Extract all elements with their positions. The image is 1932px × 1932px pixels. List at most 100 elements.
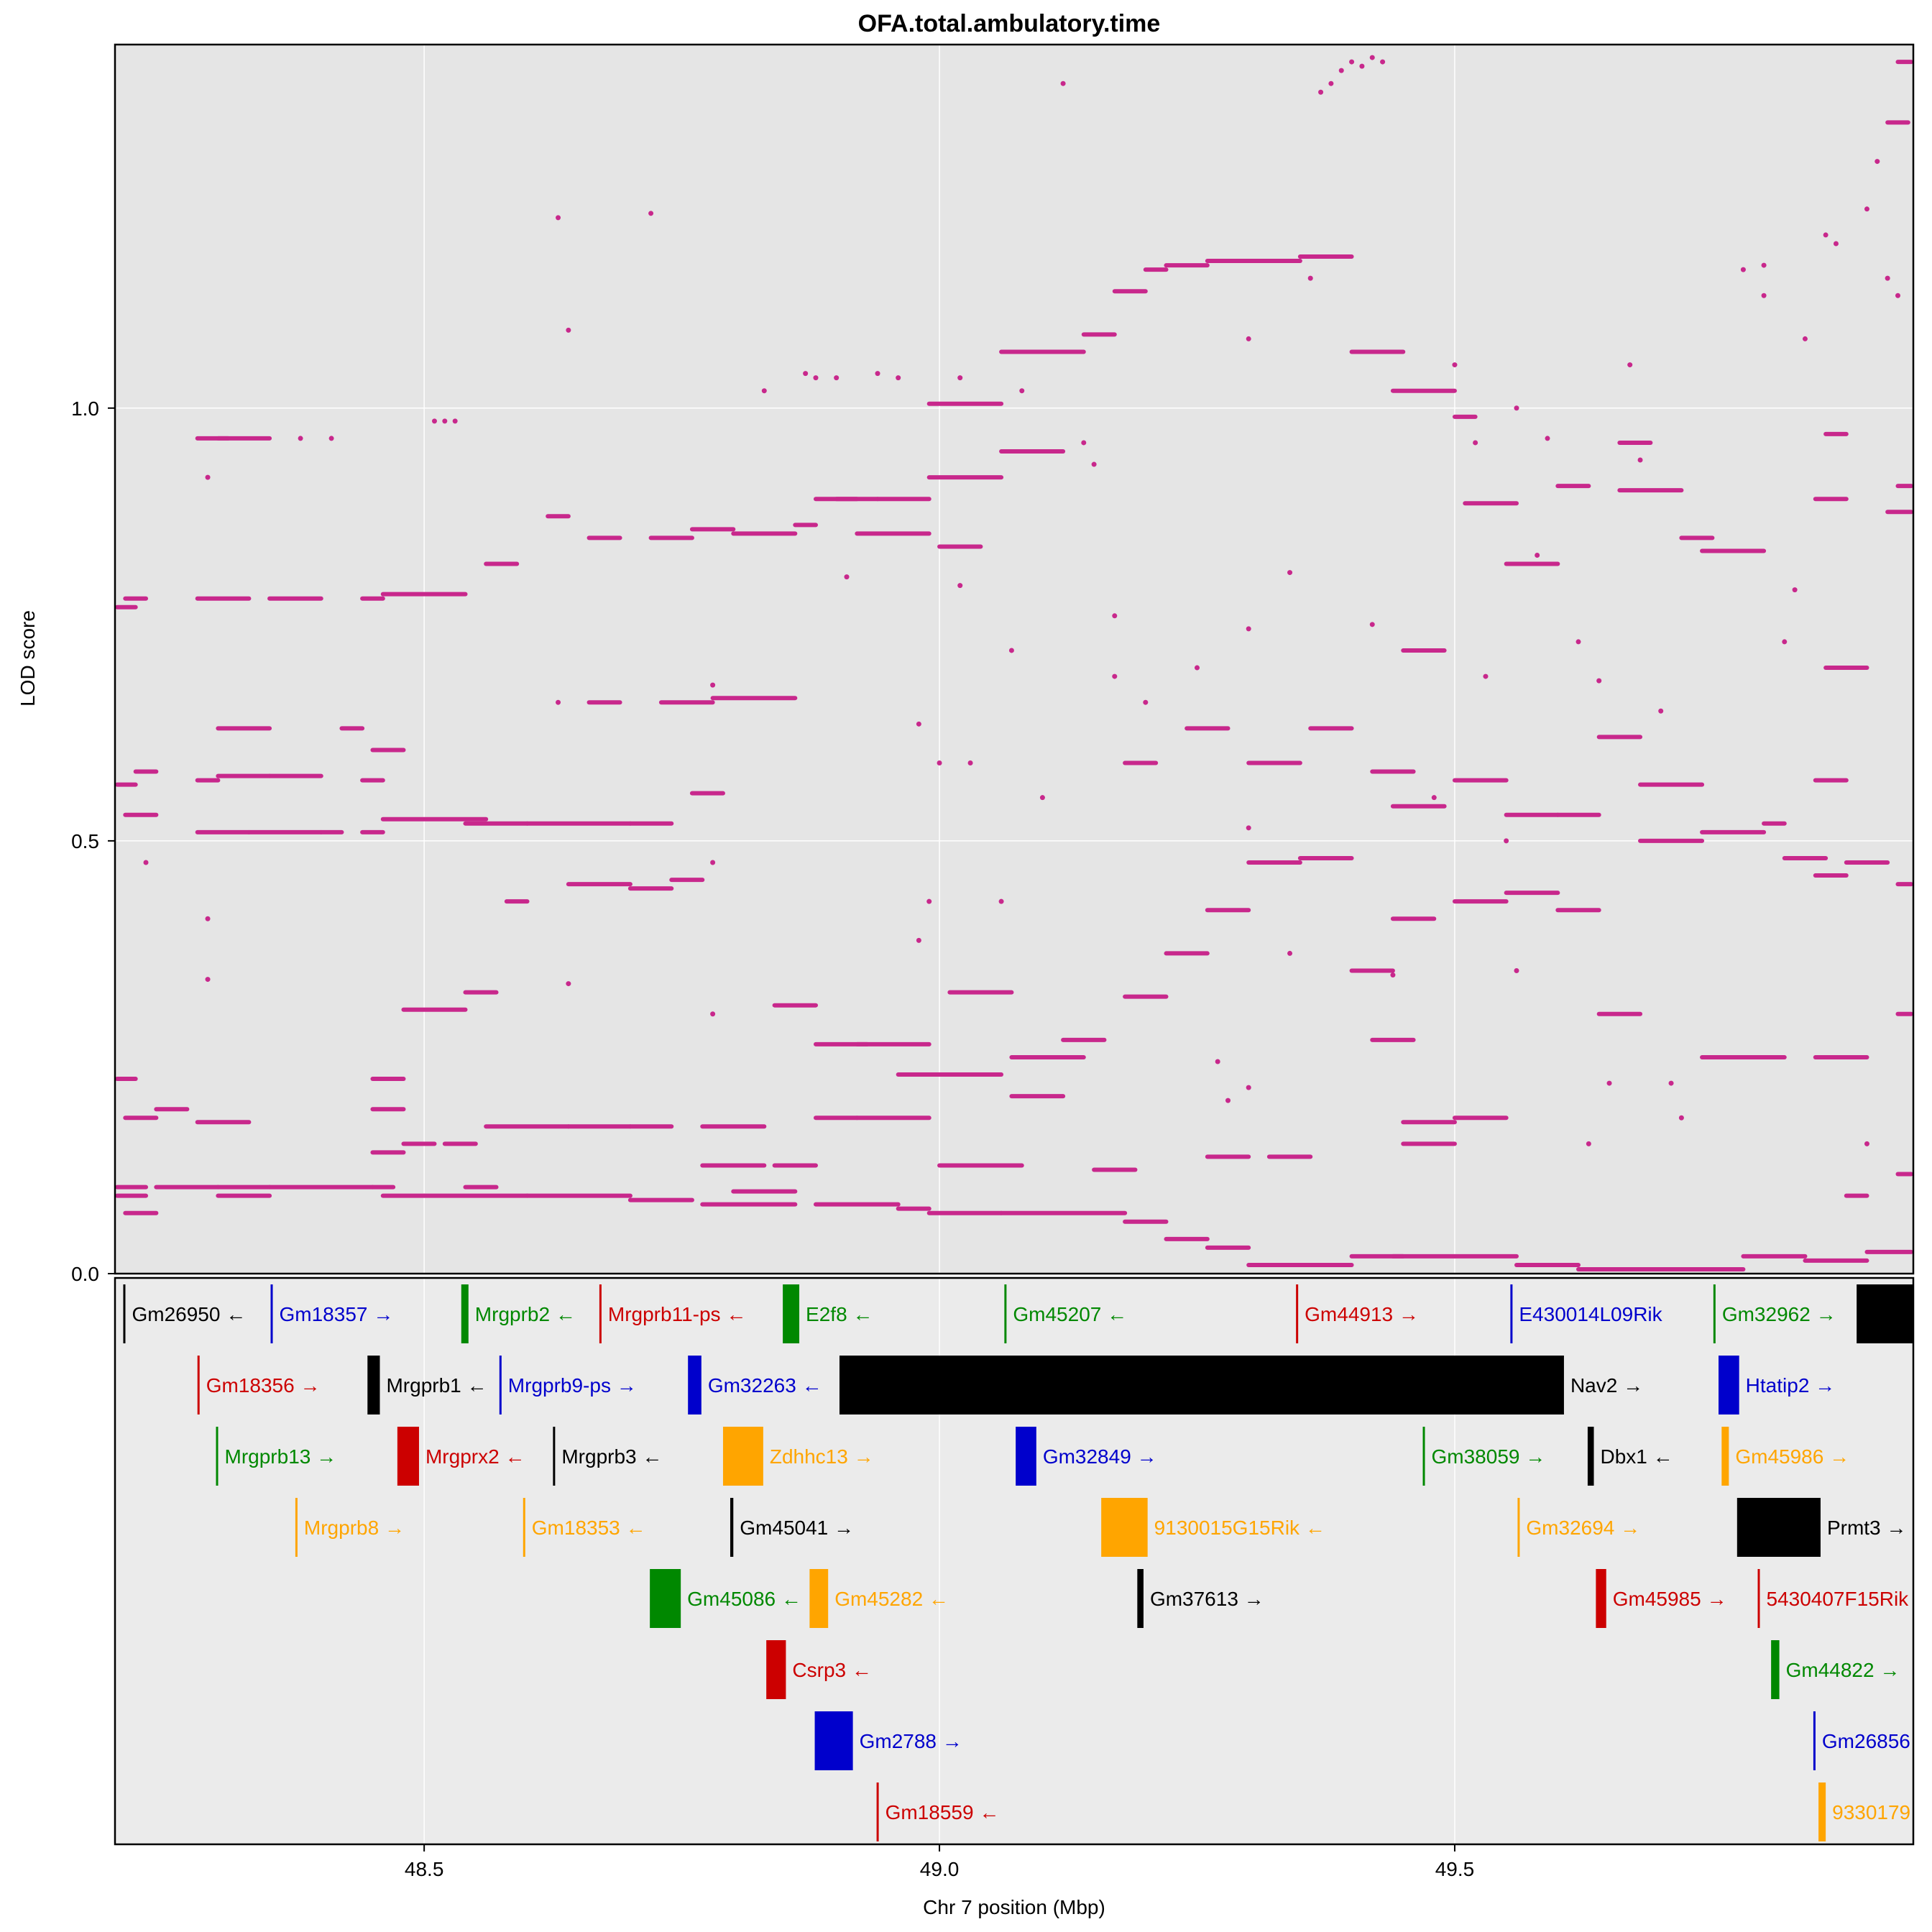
gene-marker-2: [461, 1284, 469, 1343]
lod-point-79: [1761, 262, 1767, 268]
lod-point-16: [710, 1011, 716, 1017]
lod-point-71: [1596, 678, 1602, 684]
lod-point-88: [1864, 206, 1869, 212]
lod-point-1: [205, 474, 211, 480]
gene-label-17: Mrgprx2 ←: [426, 1445, 525, 1468]
gene-marker-19: [722, 1427, 763, 1486]
gene-label-7: E430014L09Rik: [1519, 1303, 1662, 1325]
lod-point-13: [648, 211, 654, 216]
lod-point-89: [1885, 275, 1890, 281]
gene-marker-7: [1510, 1284, 1513, 1343]
lod-point-30: [967, 760, 973, 766]
gene-label-8: Gm32962 →: [1722, 1303, 1836, 1325]
lod-point-47: [1246, 825, 1251, 831]
lod-point-37: [1091, 461, 1097, 467]
gene-label-27: 9130015G15Rik ←: [1154, 1517, 1325, 1539]
gene-marker-17: [397, 1427, 419, 1486]
gene-track: Gm26950 ← Gm18357 → Mrgprb2 ← Mrgprb11-ps ←…: [123, 1284, 1913, 1841]
x-axis-ticks: 48.5 49.0 49.5: [405, 1844, 1474, 1880]
y-axis-ticks: 0.0 0.5 1.0: [71, 397, 115, 1285]
lod-point-57: [1380, 59, 1386, 65]
lod-point-77: [1678, 1115, 1684, 1121]
gene-marker-13: [688, 1356, 702, 1414]
gene-marker-10: [197, 1356, 200, 1414]
x-tick-label-1: 49.0: [920, 1858, 960, 1880]
lod-point-14: [710, 860, 716, 865]
gene-marker-26: [730, 1498, 734, 1557]
x-tick-label-2: 49.5: [1435, 1858, 1475, 1880]
lod-point-15: [710, 682, 716, 688]
gene-marker-40: [1818, 1782, 1826, 1841]
gene-label-10: Gm18356 →: [206, 1374, 321, 1397]
lod-point-39: [1112, 673, 1118, 679]
gene-marker-31: [809, 1569, 829, 1628]
lod-point-4: [298, 436, 303, 441]
lod-point-32: [1008, 648, 1014, 653]
gene-marker-39: [876, 1782, 879, 1841]
gene-marker-1: [270, 1284, 273, 1343]
x-tick-label-0: 48.5: [405, 1858, 444, 1880]
gene-marker-38: [1813, 1711, 1816, 1770]
lod-point-44: [1246, 336, 1251, 341]
chart-title: OFA.total.ambulatory.time: [858, 10, 1161, 37]
lod-point-63: [1483, 673, 1489, 679]
lod-point-74: [1637, 457, 1643, 463]
lod-point-17: [761, 388, 767, 394]
gene-label-28: Gm32694 →: [1526, 1517, 1640, 1539]
gene-marker-35: [766, 1640, 786, 1699]
gene-label-3: Mrgprb11-ps ←: [608, 1303, 746, 1325]
gene-marker-5: [1004, 1284, 1007, 1343]
gene-marker-30: [650, 1569, 681, 1628]
gene-marker-3: [599, 1284, 602, 1343]
lod-point-45: [1246, 626, 1251, 632]
gene-marker-34: [1757, 1569, 1760, 1628]
lod-point-87: [1874, 159, 1880, 165]
lod-point-35: [1060, 80, 1066, 86]
lod-point-34: [1039, 795, 1045, 801]
lod-point-5: [328, 436, 334, 441]
y-tick-label-1: 0.5: [71, 830, 99, 852]
lod-point-0: [143, 860, 149, 865]
gene-marker-16: [216, 1427, 218, 1486]
lod-point-52: [1328, 80, 1334, 86]
gene-label-24: Mrgprb8 →: [304, 1517, 405, 1539]
gene-label-13: Gm32263 ←: [708, 1374, 822, 1397]
gene-label-22: Dbx1 ←: [1601, 1445, 1673, 1468]
gene-label-33: Gm45985 →: [1613, 1588, 1727, 1610]
lod-point-18: [803, 371, 809, 377]
lod-panel-border: [114, 43, 1915, 1275]
lod-point-24: [916, 721, 921, 727]
lod-point-38: [1112, 613, 1118, 619]
gene-label-36: Gm44822 →: [1786, 1659, 1900, 1681]
gene-marker-15: [1719, 1356, 1739, 1414]
gene-marker-4: [783, 1284, 800, 1343]
lod-point-81: [1782, 639, 1788, 645]
lod-point-54: [1349, 59, 1355, 65]
gene-label-5: Gm45207 ←: [1013, 1303, 1127, 1325]
gene-label-38: Gm26856: [1822, 1730, 1910, 1752]
lod-point-83: [1802, 336, 1808, 341]
lod-point-19: [813, 375, 819, 381]
lod-point-2: [205, 916, 211, 921]
lod-point-3: [205, 977, 211, 983]
lod-point-48: [1287, 570, 1293, 576]
lod-point-49: [1287, 950, 1293, 956]
y-tick-label-0: 0.0: [71, 1263, 99, 1285]
lod-point-80: [1761, 293, 1767, 298]
lod-point-65: [1514, 405, 1519, 411]
lod-point-28: [957, 375, 963, 381]
lod-point-69: [1576, 639, 1581, 645]
gene-label-16: Mrgprb13 →: [225, 1445, 337, 1468]
lod-point-85: [1833, 241, 1839, 247]
gene-label-35: Csrp3 ←: [792, 1659, 871, 1681]
lod-point-10: [566, 327, 571, 333]
lod-point-60: [1431, 795, 1437, 801]
gene-label-4: E2f8 ←: [806, 1303, 873, 1325]
lod-point-12: [566, 981, 571, 987]
gene-label-14: Nav2 →: [1570, 1374, 1643, 1397]
lod-point-41: [1195, 665, 1200, 671]
gene-label-19: Zdhhc13 →: [770, 1445, 874, 1468]
lod-point-82: [1792, 587, 1798, 593]
gene-marker-6: [1296, 1284, 1299, 1343]
gene-marker-14: [839, 1356, 1564, 1414]
